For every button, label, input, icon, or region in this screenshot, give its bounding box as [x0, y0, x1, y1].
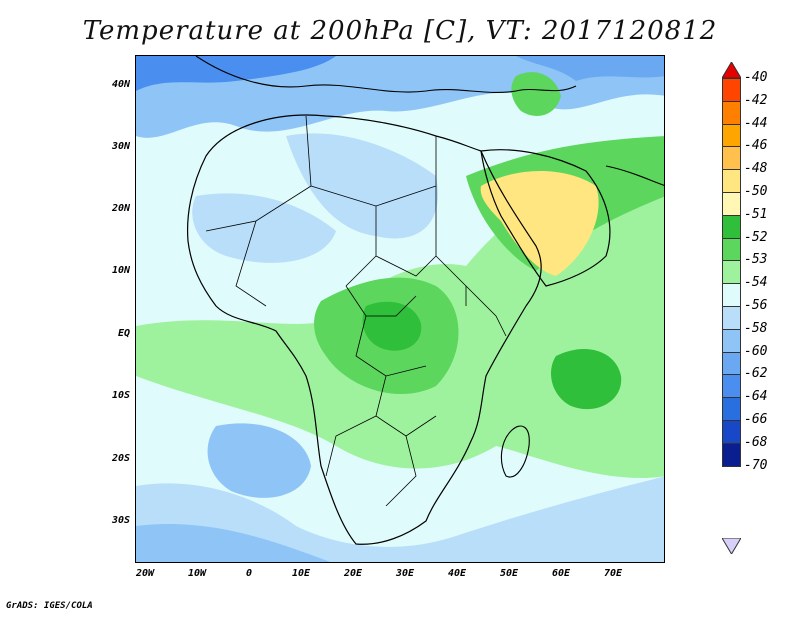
colorbar-cell [722, 123, 741, 148]
colder-region-southwest [136, 524, 331, 562]
lon-label-10e: 10E [291, 568, 311, 579]
colder-region-north [136, 56, 336, 91]
colorbar-label: -51 [744, 206, 768, 222]
colorbar-label: -44 [744, 115, 768, 131]
map-panel [135, 55, 665, 563]
lon-label-30e: 30E [395, 568, 415, 579]
lat-label-20n: 20N [111, 203, 130, 214]
colorbar-label: -50 [744, 184, 768, 199]
lat-label-20s: 20S [111, 453, 130, 464]
lon-label-10w: 10W [187, 568, 207, 579]
colorbar-label: -52 [744, 229, 768, 245]
mediterranean-coastline [195, 56, 577, 93]
warmest-core-great-lakes [362, 301, 422, 351]
colorbar-cell [722, 283, 741, 307]
footer-credit: GrADS: IGES/COLA [6, 601, 93, 611]
colorbar-label: -66 [744, 412, 768, 427]
cold-region-northeast [516, 56, 664, 81]
colorbar-over-arrow [722, 62, 741, 78]
colorbar-label: -62 [744, 366, 768, 382]
lat-label-30s: 30S [111, 515, 130, 526]
colorbar-cell [722, 328, 741, 353]
lon-label-20w: 20W [135, 568, 155, 579]
cool-region-south-atlantic [207, 423, 311, 498]
colorbar-label: -64 [744, 389, 768, 405]
madagascar-outline [500, 425, 530, 478]
lat-label-10n: 10N [111, 265, 130, 276]
colorbar-cell [722, 306, 741, 330]
colorbar-cell [722, 374, 741, 399]
india-coastline [605, 165, 664, 186]
lon-label-70e: 70E [603, 568, 623, 579]
colorbar-label: -60 [744, 343, 768, 359]
lat-label-40n: 40N [111, 79, 130, 90]
colorbar-cell [722, 260, 741, 285]
colorbar-cell [722, 78, 741, 102]
colorbar-cell [722, 420, 741, 444]
country-borders [205, 115, 507, 507]
colorbar-label: -68 [744, 434, 768, 450]
colorbar-cell [722, 442, 741, 467]
colorbar-cell [722, 397, 741, 421]
cool-region-sahara [286, 133, 438, 239]
colorbar-label: -53 [744, 252, 768, 268]
colorbar-cell [722, 100, 741, 125]
cool-region-west [192, 193, 336, 263]
warm-core-indian-ocean [551, 348, 622, 410]
colorbar-label: -56 [744, 298, 768, 313]
colorbar-cell [722, 237, 741, 262]
temperature-field-map [136, 56, 664, 562]
lon-label-0: 0 [245, 568, 253, 579]
colorbar-label: -40 [744, 70, 768, 85]
colorbar-label: -58 [744, 320, 768, 336]
hot-region-arabia [480, 171, 599, 276]
warm-region-levant [511, 72, 561, 116]
africa-coastline [187, 114, 542, 545]
colorbar-label: -70 [744, 457, 768, 473]
colorbar-label: -54 [744, 275, 768, 291]
colorbar-label: -48 [744, 161, 768, 177]
lon-label-20e: 20E [343, 568, 363, 579]
colorbar-cell [722, 351, 741, 376]
lon-label-40e: 40E [447, 568, 467, 579]
lon-label-50e: 50E [499, 568, 519, 579]
lat-label-eq: EQ [117, 328, 130, 339]
arabia-coastline [480, 149, 611, 287]
lon-label-60e: 60E [551, 568, 571, 579]
colorbar-label: -42 [744, 92, 768, 108]
colorbar-cell [722, 169, 741, 193]
lat-label-30n: 30N [111, 141, 130, 152]
colorbar-under-arrow [722, 538, 741, 554]
lat-label-10s: 10S [111, 390, 130, 401]
colorbar-label: -46 [744, 138, 768, 154]
colorbar-cell [722, 192, 741, 216]
colorbar-cell [722, 214, 741, 239]
colorbar-cell [722, 146, 741, 171]
map-title: Temperature at 200hPa [C], VT: 201712081… [82, 16, 718, 46]
